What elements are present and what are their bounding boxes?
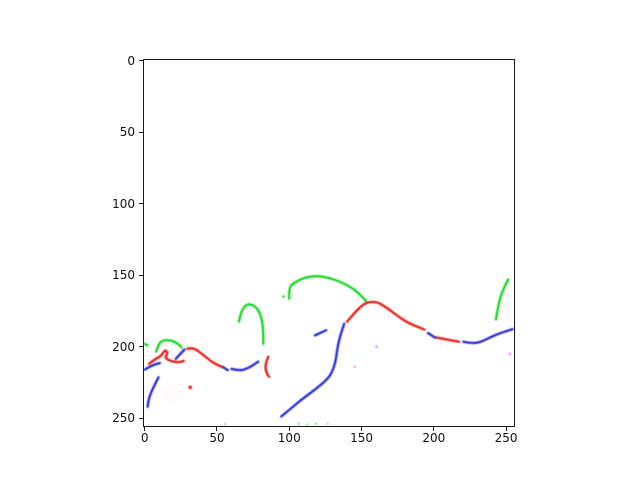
curve-segment-green-right-curve <box>494 278 510 321</box>
curve-segment-blue-cross-stroke <box>174 348 186 361</box>
y-tick-label: 250 <box>112 411 135 426</box>
dot-green-speck-b5 <box>326 422 329 425</box>
y-tick-mark <box>139 274 143 276</box>
x-tick-label: 250 <box>494 431 518 445</box>
curve-segment-red-dash-right <box>434 336 461 343</box>
curve-segment-blue-big-j-curve <box>280 322 346 418</box>
curve-segment-blue-short-dash-mid <box>313 328 328 337</box>
curve-segment-green-left-edge-dash <box>144 342 149 347</box>
y-tick-mark <box>139 203 143 205</box>
curve-segment-blue-wavy-dash <box>230 360 260 372</box>
curve-segment-blue-dash-right-small <box>426 331 437 340</box>
y-tick-label: 150 <box>112 268 135 283</box>
curve-segment-green-big-arc <box>287 274 368 303</box>
y-tick-label: 200 <box>112 339 135 354</box>
dot-red-dot <box>188 385 193 390</box>
curve-segment-green-small-arc-left <box>154 338 183 353</box>
x-tick-mark <box>433 427 435 431</box>
curve-segment-green-hook <box>237 303 265 346</box>
curve-segment-blue-right-long <box>462 327 514 345</box>
curve-segment-red-big-arc-center <box>345 300 426 331</box>
dot-green-fleck <box>282 295 285 299</box>
x-tick-mark <box>505 427 507 431</box>
curve-segment-red-squiggle-left <box>147 349 185 366</box>
curve-segment-blue-dash-lower-left <box>144 361 162 371</box>
y-tick-mark <box>139 60 143 62</box>
dot-pink-speck-1 <box>375 345 379 349</box>
dot-pink-haze <box>162 383 181 403</box>
dot-pink-speck-2 <box>353 365 357 368</box>
x-tick-mark <box>216 427 218 431</box>
y-tick-mark <box>139 131 143 133</box>
y-tick-label: 100 <box>112 196 135 211</box>
dot-green-speck-b1 <box>223 422 227 426</box>
x-tick-label: 150 <box>350 431 373 445</box>
plot-area <box>143 59 515 427</box>
image-canvas <box>144 274 514 426</box>
curve-segment-red-small-arc <box>264 355 271 378</box>
x-tick-mark <box>361 427 363 431</box>
dot-green-speck-b3 <box>306 423 309 426</box>
y-tick-mark <box>139 346 143 348</box>
y-tick-mark <box>139 417 143 419</box>
x-tick-label: 100 <box>277 431 301 445</box>
x-tick-label: 0 <box>140 431 149 445</box>
curve-segment-blue-stroke-down-left <box>146 376 160 408</box>
x-tick-mark <box>144 427 146 431</box>
dot-green-speck-b4 <box>314 422 318 426</box>
y-tick-label: 50 <box>119 125 135 140</box>
x-tick-label: 200 <box>422 431 446 445</box>
x-tick-label: 50 <box>209 431 225 445</box>
dot-green-speck-b2 <box>297 422 300 425</box>
x-tick-mark <box>288 427 290 431</box>
curve-segment-red-arc-left <box>186 347 225 369</box>
curve-segment-blue-tip <box>222 366 230 372</box>
dot-pink-speck-3 <box>508 352 512 356</box>
y-tick-label: 0 <box>127 53 135 68</box>
